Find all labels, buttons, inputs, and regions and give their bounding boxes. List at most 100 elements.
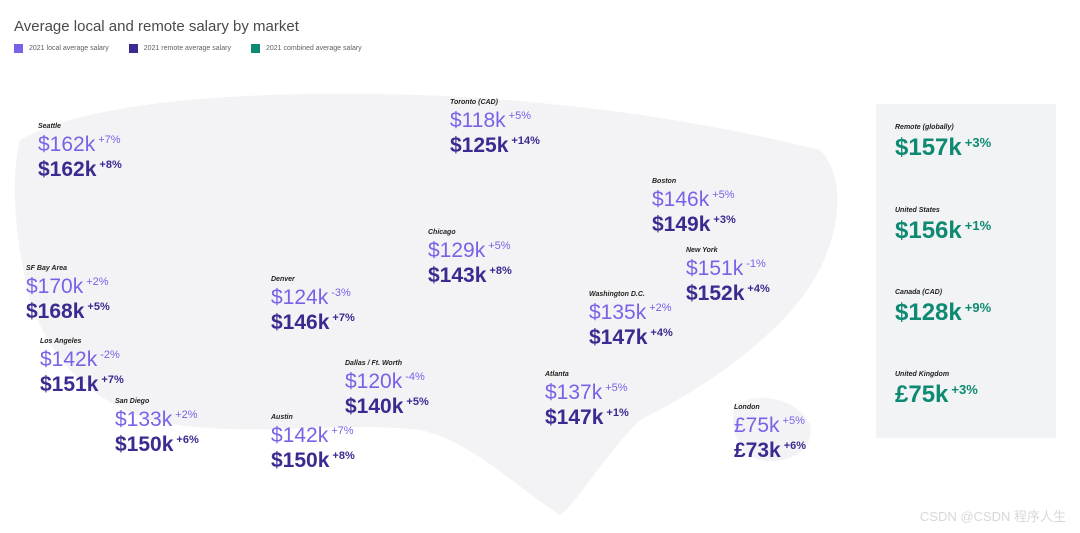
local-salary-value: $133k [115, 408, 173, 431]
local-salary-value: $120k [345, 370, 403, 393]
combined-salary-change: +1% [964, 218, 992, 233]
remote-row: $151k +7% [40, 373, 124, 397]
remote-row: $147k +1% [545, 406, 629, 430]
local-salary-value: $142k [40, 348, 98, 371]
market-toronto-cad: Toronto (CAD) $118k +5% $125k +14% [450, 98, 540, 158]
local-salary-change: +2% [86, 276, 109, 288]
remote-salary-change: +7% [101, 374, 124, 386]
remote-salary-value: $152k [686, 282, 745, 305]
combined-salary-value: $128k [895, 299, 962, 326]
remote-row: $152k +4% [686, 282, 770, 306]
local-salary-change: +7% [98, 134, 121, 146]
background-map [14, 93, 838, 515]
combined-canada-cad: Canada (CAD) $128k +9% [895, 288, 991, 327]
combined-row: $157k +3% [895, 134, 991, 162]
remote-salary-value: $151k [40, 373, 99, 396]
remote-row: $147k +4% [589, 326, 673, 350]
market-london: London £75k +5% £73k +6% [734, 403, 806, 463]
remote-salary-value: $162k [38, 158, 97, 181]
market-city-label: Dallas / Ft. Worth [345, 360, 403, 367]
local-salary-change: +5% [712, 189, 735, 201]
combined-salary-value: $157k [895, 134, 962, 161]
market-city-label: Boston [652, 178, 677, 185]
local-salary-change: +7% [331, 425, 354, 437]
combined-salary-value: $156k [895, 217, 962, 244]
local-salary-change: +2% [175, 409, 198, 421]
remote-salary-change: +6% [783, 440, 807, 452]
local-salary-change: +5% [488, 240, 511, 252]
remote-salary-change: +1% [606, 407, 629, 419]
combined-salary-change: +9% [964, 300, 992, 315]
market-city-label: London [734, 404, 760, 411]
remote-row: $143k +8% [428, 264, 512, 288]
remote-salary-value: $150k [271, 449, 330, 472]
local-row: $142k +7% [271, 424, 355, 448]
local-row: $137k +5% [545, 381, 629, 405]
legend-item-remote: 2021 remote average salary [128, 44, 231, 53]
local-salary-change: +5% [508, 110, 531, 122]
market-denver: Denver $124k -3% $146k +7% [271, 275, 355, 335]
local-row: $129k +5% [428, 239, 512, 263]
local-row: $142k -2% [40, 348, 124, 372]
local-row: $133k +2% [115, 408, 199, 432]
market-chicago: Chicago $129k +5% $143k +8% [428, 228, 512, 288]
remote-salary-change: +6% [176, 434, 199, 446]
remote-salary-value: £73k [734, 439, 781, 462]
remote-salary-change: +4% [747, 283, 770, 295]
combined-united-states: United States $156k +1% [895, 206, 991, 245]
remote-salary-value: $143k [428, 264, 487, 287]
legend-label-combined: 2021 combined average salary [265, 45, 362, 52]
local-salary-value: £75k [734, 414, 780, 437]
remote-salary-value: $150k [115, 433, 174, 456]
legend-item-combined: 2021 combined average salary [250, 44, 362, 53]
combined-panel [876, 104, 1056, 438]
local-salary-value: $137k [545, 381, 603, 404]
chart-title: Average local and remote salary by marke… [14, 18, 299, 35]
remote-salary-change: +8% [99, 159, 122, 171]
remote-salary-value: $147k [545, 406, 604, 429]
remote-salary-change: +7% [332, 312, 355, 324]
local-salary-value: $146k [652, 188, 710, 211]
remote-salary-change: +14% [511, 135, 540, 147]
remote-row: $168k +5% [26, 300, 110, 324]
remote-row: $149k +3% [652, 213, 736, 237]
remote-salary-change: +3% [713, 214, 736, 226]
combined-row: $128k +9% [895, 299, 991, 327]
combined-market-label: United States [895, 207, 940, 214]
uk-silhouette [732, 397, 811, 461]
remote-salary-value: $140k [345, 395, 404, 418]
market-atlanta: Atlanta $137k +5% $147k +1% [545, 370, 629, 430]
market-sf-bay-area: SF Bay Area $170k +2% $168k +5% [26, 264, 110, 324]
local-salary-value: $129k [428, 239, 486, 262]
remote-salary-change: +8% [332, 450, 355, 462]
remote-salary-change: +5% [87, 301, 110, 313]
market-city-label: Chicago [428, 229, 456, 236]
local-salary-value: $142k [271, 424, 329, 447]
remote-salary-value: $125k [450, 134, 509, 157]
local-salary-change: +5% [605, 382, 628, 394]
local-salary-value: $135k [589, 301, 647, 324]
local-salary-change: +5% [782, 415, 805, 427]
local-salary-change: -2% [100, 349, 120, 361]
local-salary-change: -1% [746, 258, 766, 270]
market-city-label: San Diego [115, 398, 150, 405]
remote-row: £73k +6% [734, 439, 806, 463]
local-row: $170k +2% [26, 275, 110, 299]
remote-salary-value: $168k [26, 300, 85, 323]
market-dallas-ft-worth: Dallas / Ft. Worth $120k -4% $140k +5% [345, 359, 429, 419]
north-america-silhouette [14, 93, 838, 515]
combined-market-label: United Kingdom [895, 371, 950, 378]
legend-swatch-remote [128, 44, 138, 53]
remote-row: $146k +7% [271, 311, 355, 335]
remote-salary-value: $147k [589, 326, 648, 349]
market-city-label: Austin [271, 414, 293, 421]
combined-remote-globally: Remote (globally) $157k +3% [895, 123, 991, 162]
market-seattle: Seattle $162k +7% $162k +8% [38, 122, 122, 182]
local-salary-value: $151k [686, 257, 744, 280]
market-los-angeles: Los Angeles $142k -2% $151k +7% [40, 337, 124, 397]
market-city-label: Washington D.C. [589, 291, 645, 298]
local-salary-change: +2% [649, 302, 672, 314]
legend-label-local: 2021 local average salary [29, 45, 109, 52]
market-san-diego: San Diego $133k +2% $150k +6% [115, 397, 199, 457]
local-salary-value: $162k [38, 133, 96, 156]
